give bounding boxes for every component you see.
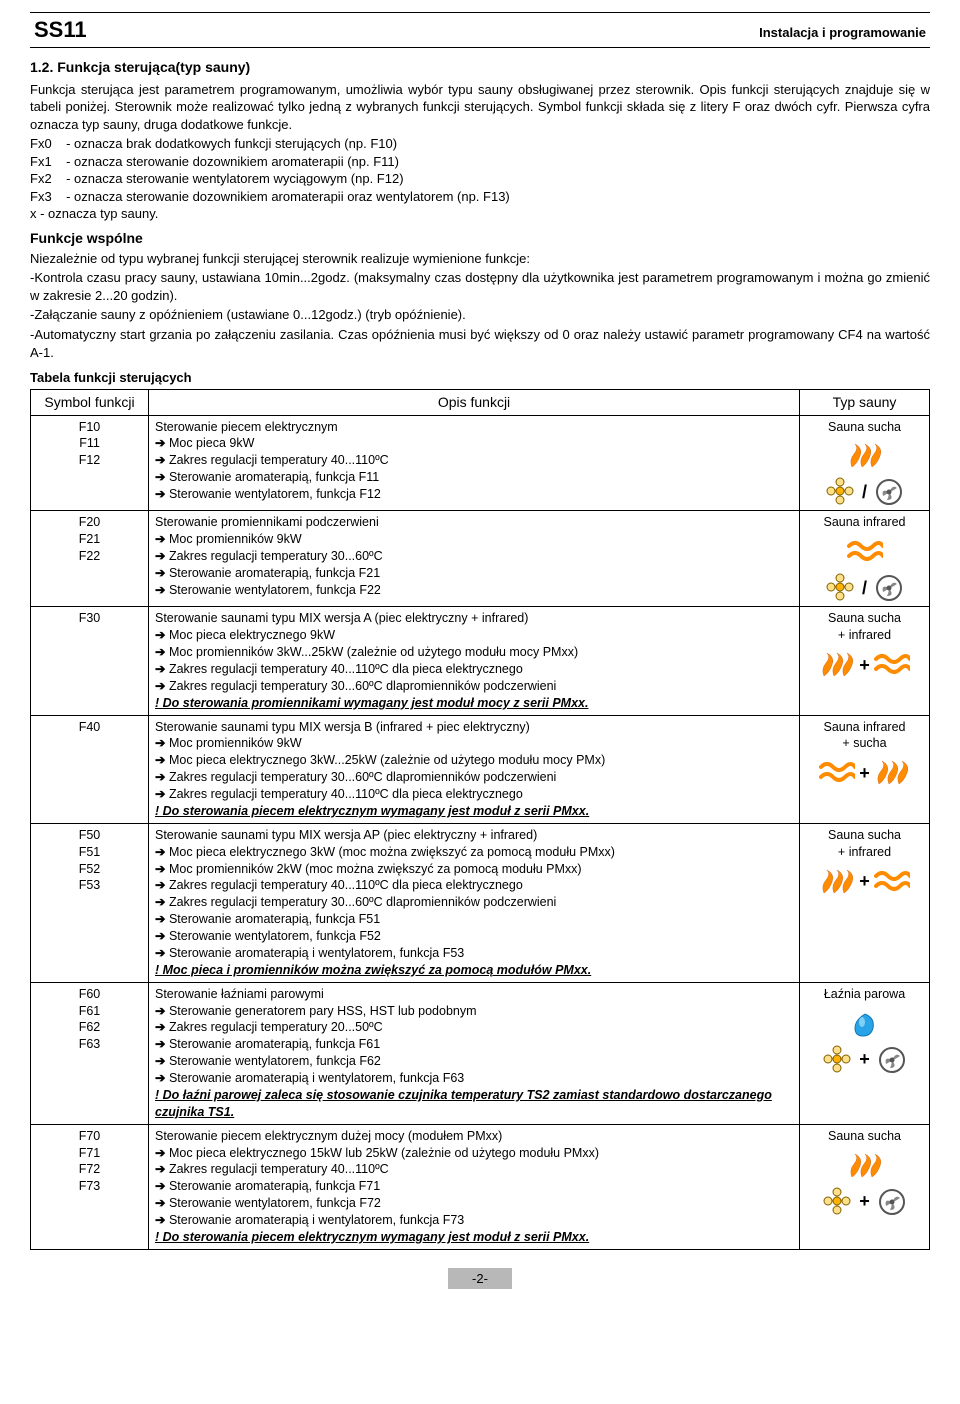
table-title: Tabela funkcji sterujących — [30, 369, 930, 387]
type-cell: Sauna sucha+ infrared+ — [800, 607, 930, 715]
type-cell: Sauna infrared/ — [800, 511, 930, 607]
shared-bullet-2: -Załączanie sauny z opóźnieniem (ustawia… — [30, 306, 930, 324]
description-cell: Sterowanie saunami typu MIX wersja B (in… — [149, 715, 800, 823]
page-number-wrap: -2- — [30, 1268, 930, 1290]
th-symbol: Symbol funkcji — [31, 389, 149, 415]
fx1-line: Fx1 - oznacza sterowanie dozownikiem aro… — [30, 153, 930, 171]
x-line: x - oznacza typ sauny. — [30, 205, 930, 223]
shared-intro: Niezależnie od typu wybranej funkcji ste… — [30, 250, 930, 268]
table-row: F30Sterowanie saunami typu MIX wersja A … — [31, 607, 930, 715]
symbol-cell: F40 — [31, 715, 149, 823]
type-cell: Łaźnia parowa+ — [800, 982, 930, 1124]
type-cell: Sauna sucha+ — [800, 1124, 930, 1249]
table-row: F60F61F62F63Sterowanie łaźniami parowymi… — [31, 982, 930, 1124]
shared-bullet-3: -Automatyczny start grzania po załączeni… — [30, 326, 930, 361]
description-cell: Sterowanie łaźniami parowymiSterowanie g… — [149, 982, 800, 1124]
functions-table: Symbol funkcji Opis funkcji Typ sauny F1… — [30, 389, 930, 1250]
fx0-line: Fx0 - oznacza brak dodatkowych funkcji s… — [30, 135, 930, 153]
symbol-cell: F50F51F52F53 — [31, 823, 149, 982]
description-cell: Sterowanie piecem elektrycznym dużej moc… — [149, 1124, 800, 1249]
type-cell: Sauna infrared+ sucha+ — [800, 715, 930, 823]
doc-section: Instalacja i programowanie — [759, 24, 926, 42]
intro-paragraph: Funkcja sterująca jest parametrem progra… — [30, 81, 930, 134]
shared-functions-title: Funkcje wspólne — [30, 229, 930, 248]
description-cell: Sterowanie saunami typu MIX wersja A (pi… — [149, 607, 800, 715]
section-title: 1.2. Funkcja sterująca(typ sauny) — [30, 58, 930, 77]
symbol-cell: F30 — [31, 607, 149, 715]
table-row: F70F71F72F73Sterowanie piecem elektryczn… — [31, 1124, 930, 1249]
fx3-line: Fx3 - oznacza sterowanie dozownikiem aro… — [30, 188, 930, 206]
symbol-cell: F70F71F72F73 — [31, 1124, 149, 1249]
type-cell: Sauna sucha/ — [800, 415, 930, 511]
table-row: F10F11F12Sterowanie piecem elektrycznymM… — [31, 415, 930, 511]
description-cell: Sterowanie promiennikami podczerwieniMoc… — [149, 511, 800, 607]
type-cell: Sauna sucha+ infrared+ — [800, 823, 930, 982]
symbol-cell: F60F61F62F63 — [31, 982, 149, 1124]
page-number: -2- — [448, 1268, 512, 1290]
page-header: SS11 Instalacja i programowanie — [30, 12, 930, 48]
description-cell: Sterowanie piecem elektrycznymMoc pieca … — [149, 415, 800, 511]
th-type: Typ sauny — [800, 389, 930, 415]
shared-bullet-1: -Kontrola czasu pracy sauny, ustawiana 1… — [30, 269, 930, 304]
th-description: Opis funkcji — [149, 389, 800, 415]
doc-code: SS11 — [34, 15, 87, 45]
table-row: F20F21F22Sterowanie promiennikami podcze… — [31, 511, 930, 607]
table-row: F40Sterowanie saunami typu MIX wersja B … — [31, 715, 930, 823]
fx2-line: Fx2 - oznacza sterowanie wentylatorem wy… — [30, 170, 930, 188]
description-cell: Sterowanie saunami typu MIX wersja AP (p… — [149, 823, 800, 982]
table-row: F50F51F52F53Sterowanie saunami typu MIX … — [31, 823, 930, 982]
symbol-cell: F10F11F12 — [31, 415, 149, 511]
symbol-cell: F20F21F22 — [31, 511, 149, 607]
